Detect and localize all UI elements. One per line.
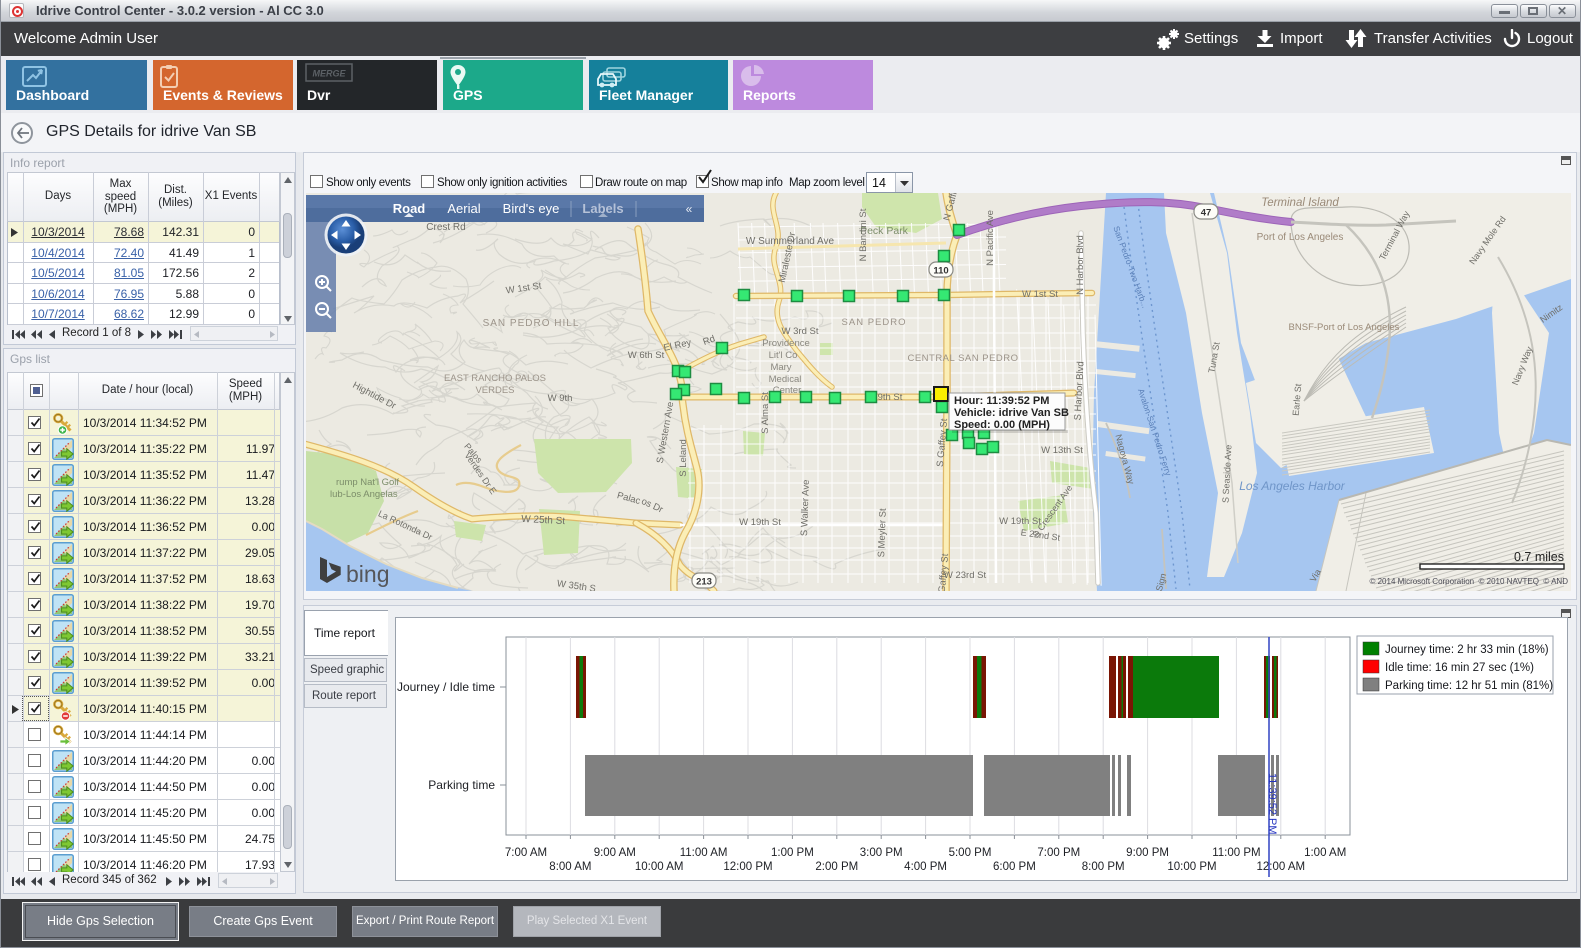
svg-text:11:39:52 PM: 11:39:52 PM xyxy=(1266,773,1278,835)
svg-text:Earle St: Earle St xyxy=(1291,383,1304,416)
svg-text:9:00 AM: 9:00 AM xyxy=(594,847,636,859)
svg-text:BNSF-Port of Los Angeles: BNSF-Port of Los Angeles xyxy=(1289,322,1400,333)
svg-text:9th St: 9th St xyxy=(878,392,903,403)
svg-text:S Gaffey St: S Gaffey St xyxy=(936,553,951,591)
svg-text:W 19th St: W 19th St xyxy=(999,516,1041,527)
svg-text:110: 110 xyxy=(933,266,948,277)
svg-text:Parking time: 12 hr 51 min (81: Parking time: 12 hr 51 min (81%) xyxy=(1385,680,1553,692)
svg-text:12:00 PM: 12:00 PM xyxy=(723,861,772,873)
svg-text:7:00 AM: 7:00 AM xyxy=(505,847,547,859)
svg-text:47: 47 xyxy=(1201,208,1212,219)
svg-text:10:00 AM: 10:00 AM xyxy=(635,861,684,873)
svg-text:Los Angeles Harbor: Los Angeles Harbor xyxy=(1239,479,1346,493)
svg-text:Road: Road xyxy=(393,201,426,216)
svg-text:Lit'l Co: Lit'l Co xyxy=(769,350,798,361)
svg-text:Terminal Island: Terminal Island xyxy=(1261,197,1339,209)
svg-text:1:00 AM: 1:00 AM xyxy=(1304,847,1346,859)
svg-text:12:00 AM: 12:00 AM xyxy=(1257,861,1306,873)
svg-text:S Seaside Ave: S Seaside Ave xyxy=(1220,444,1233,503)
svg-text:Vehicle: idrive Van SB: Vehicle: idrive Van SB xyxy=(954,407,1069,419)
svg-text:11:00 PM: 11:00 PM xyxy=(1212,847,1260,859)
svg-text:Port of Los Angeles: Port of Los Angeles xyxy=(1257,232,1344,243)
svg-text:Sign: Sign xyxy=(1154,572,1168,591)
svg-text:Bird's eye: Bird's eye xyxy=(503,201,560,216)
svg-text:Hour: 11:39:52 PM: Hour: 11:39:52 PM xyxy=(954,395,1049,407)
svg-text:1:00 PM: 1:00 PM xyxy=(771,847,814,859)
svg-text:VERDES: VERDES xyxy=(475,385,514,396)
svg-text:Providence: Providence xyxy=(762,338,810,349)
svg-text:Peck Park: Peck Park xyxy=(860,225,909,237)
svg-text:W 13th St: W 13th St xyxy=(1041,445,1083,456)
svg-text:W 9th: W 9th xyxy=(548,393,573,404)
svg-text:W 19th St: W 19th St xyxy=(739,517,781,528)
svg-text:Parking time: Parking time xyxy=(428,778,495,792)
svg-text:CENTRAL SAN PEDRO: CENTRAL SAN PEDRO xyxy=(907,353,1018,364)
svg-text:Journey / Idle time: Journey / Idle time xyxy=(397,680,495,694)
svg-text:N Harbor Blvd: N Harbor Blvd xyxy=(1075,235,1086,295)
svg-text:S Meyler St: S Meyler St xyxy=(876,508,889,558)
svg-text:213: 213 xyxy=(696,577,712,588)
svg-text:3:00 PM: 3:00 PM xyxy=(860,847,903,859)
svg-text:«: « xyxy=(686,202,693,216)
svg-text:2:00 PM: 2:00 PM xyxy=(815,861,858,873)
svg-text:MERGE: MERGE xyxy=(312,69,346,79)
svg-text:bing: bing xyxy=(346,561,389,587)
svg-text:4:00 PM: 4:00 PM xyxy=(904,861,947,873)
svg-text:8:00 AM: 8:00 AM xyxy=(549,861,591,873)
svg-text:N Bandini St: N Bandini St xyxy=(858,208,869,261)
svg-text:© 2014 Microsoft Corporation: © 2014 Microsoft Corporation © 2010 NAVT… xyxy=(1369,577,1568,586)
svg-text:SAN PEDRO: SAN PEDRO xyxy=(842,317,907,328)
svg-text:Labels: Labels xyxy=(582,201,623,216)
svg-text:0.7 miles: 0.7 miles xyxy=(1514,550,1564,564)
svg-text:W 25th St: W 25th St xyxy=(521,514,566,527)
svg-text:5:00 PM: 5:00 PM xyxy=(949,847,992,859)
svg-text:10:00 PM: 10:00 PM xyxy=(1167,861,1216,873)
svg-text:SAN PEDRO HILL: SAN PEDRO HILL xyxy=(483,318,580,329)
svg-text:N Pacific Ave: N Pacific Ave xyxy=(985,210,996,266)
svg-text:S Leland: S Leland xyxy=(678,439,689,477)
svg-text:Crest Rd: Crest Rd xyxy=(426,222,465,233)
svg-text:W Summerland Ave: W Summerland Ave xyxy=(746,236,835,247)
svg-text:6:00 PM: 6:00 PM xyxy=(993,861,1036,873)
svg-text:W 23rd St: W 23rd St xyxy=(944,570,987,581)
svg-text:S Harbor Blvd: S Harbor Blvd xyxy=(1072,361,1086,421)
svg-text:Journey time: 2 hr 33 min (18%: Journey time: 2 hr 33 min (18%) xyxy=(1385,644,1549,656)
svg-text:Medical: Medical xyxy=(769,374,802,385)
svg-text:W 6th St: W 6th St xyxy=(628,350,665,361)
svg-text:Mary: Mary xyxy=(770,362,791,373)
svg-text:S Walker Ave: S Walker Ave xyxy=(799,479,812,536)
svg-text:Rd: Rd xyxy=(702,333,717,347)
svg-text:7:00 PM: 7:00 PM xyxy=(1037,847,1080,859)
svg-text:W 1st St: W 1st St xyxy=(505,281,542,297)
svg-text:W 3rd St: W 3rd St xyxy=(782,326,819,337)
svg-text:Aerial: Aerial xyxy=(447,201,480,216)
svg-text:W 1st St: W 1st St xyxy=(1022,289,1058,300)
svg-text:8:00 PM: 8:00 PM xyxy=(1082,861,1125,873)
svg-text:lub-Los Angelas: lub-Los Angelas xyxy=(330,489,398,500)
svg-text:Idle time: 16 min 27 sec (1%): Idle time: 16 min 27 sec (1%) xyxy=(1385,662,1534,674)
svg-text:EAST RANCHO PALOS: EAST RANCHO PALOS xyxy=(444,373,546,384)
svg-text:rump Nat'l Golf: rump Nat'l Golf xyxy=(336,477,399,488)
svg-text:9:00 PM: 9:00 PM xyxy=(1126,847,1169,859)
svg-text:W 35th S: W 35th S xyxy=(556,578,596,591)
svg-text:Center: Center xyxy=(773,385,802,396)
svg-text:Speed: 0.00 (MPH): Speed: 0.00 (MPH) xyxy=(954,419,1050,431)
svg-text:S Alma St: S Alma St xyxy=(760,392,771,434)
svg-text:11:00 AM: 11:00 AM xyxy=(680,847,728,859)
